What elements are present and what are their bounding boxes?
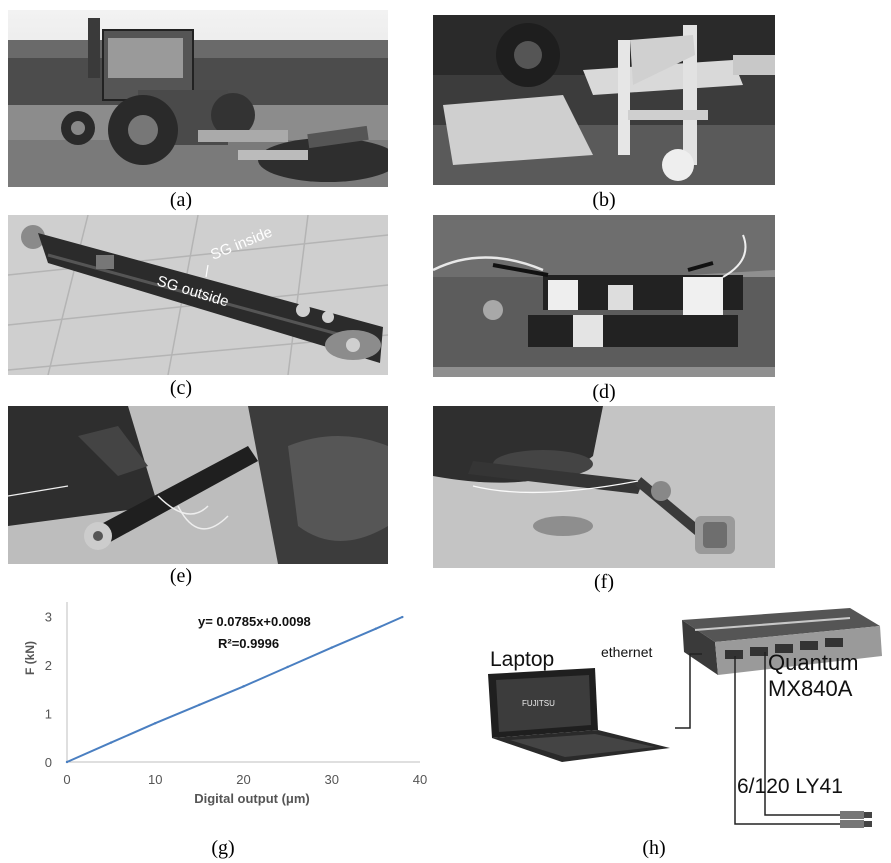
chart-point bbox=[65, 760, 69, 764]
laptop-label: Laptop bbox=[490, 648, 554, 671]
caption-b: (b) bbox=[592, 189, 616, 211]
chart-g-calibration: 0 10 20 30 40 0 1 2 3 y= 0.0785x+0.0098 R²=0.99… bbox=[20, 592, 435, 820]
sensor-cables bbox=[734, 652, 840, 825]
sensor-label: 6/120 LY41 bbox=[737, 775, 843, 798]
photo-e-mounted-link bbox=[8, 406, 388, 564]
caption-h: (h) bbox=[642, 837, 666, 859]
device-name-line2: MX840A bbox=[768, 676, 853, 701]
y-tick-label: 0 bbox=[45, 755, 52, 770]
sg-pointer-arrow bbox=[205, 264, 209, 278]
y-tick-label: 1 bbox=[45, 707, 52, 722]
photo-c-lower-link: SG inside SG outside bbox=[8, 215, 388, 375]
chart-r2: R²=0.9996 bbox=[218, 636, 279, 651]
caption-c: (c) bbox=[169, 377, 193, 399]
caption-d: (d) bbox=[592, 381, 616, 403]
chart-point bbox=[154, 722, 157, 725]
laptop-icon bbox=[488, 668, 670, 762]
y-tick-label: 3 bbox=[45, 610, 52, 625]
photo-b-plough bbox=[433, 15, 775, 185]
x-tick-label: 10 bbox=[148, 772, 162, 787]
chart-point bbox=[286, 665, 289, 669]
device-name-line1: Quantum bbox=[768, 650, 859, 675]
ethernet-label: ethernet bbox=[601, 644, 652, 660]
chart-x-axis-label: Digital output (μm) bbox=[194, 791, 310, 806]
x-tick-label: 0 bbox=[63, 772, 70, 787]
caption-g: (g) bbox=[211, 837, 235, 859]
chart-point bbox=[401, 615, 404, 619]
x-tick-label: 20 bbox=[236, 772, 250, 787]
chart-point bbox=[198, 703, 201, 706]
quantum-device-icon bbox=[682, 608, 882, 675]
chart-equation: y= 0.0785x+0.0098 bbox=[198, 614, 311, 629]
chart-point bbox=[330, 646, 333, 649]
chart-y-axis-label: F (kN) bbox=[23, 641, 37, 675]
laptop-brand-text: FUJITSU bbox=[522, 699, 555, 708]
photo-a-tractor-field bbox=[8, 10, 388, 187]
chart-point bbox=[109, 741, 113, 744]
diagram-h-measurement-setup: Quantum MX840A FUJITSU Laptop ethernet 6… bbox=[470, 590, 891, 835]
x-tick-label: 40 bbox=[413, 772, 427, 787]
caption-e: (e) bbox=[169, 565, 193, 587]
photo-d-strain-gauge-detail bbox=[433, 215, 775, 377]
photo-f-load-cell bbox=[433, 406, 775, 568]
chart-axes bbox=[66, 602, 420, 763]
ethernet-cable bbox=[675, 653, 702, 729]
y-tick-label: 2 bbox=[45, 658, 52, 673]
x-tick-label: 30 bbox=[325, 772, 339, 787]
strain-gauge-connector-icon bbox=[840, 811, 872, 828]
chart-point bbox=[242, 685, 245, 688]
chart-point bbox=[374, 627, 378, 630]
caption-f: (f) bbox=[594, 571, 614, 593]
caption-a: (a) bbox=[169, 189, 193, 211]
